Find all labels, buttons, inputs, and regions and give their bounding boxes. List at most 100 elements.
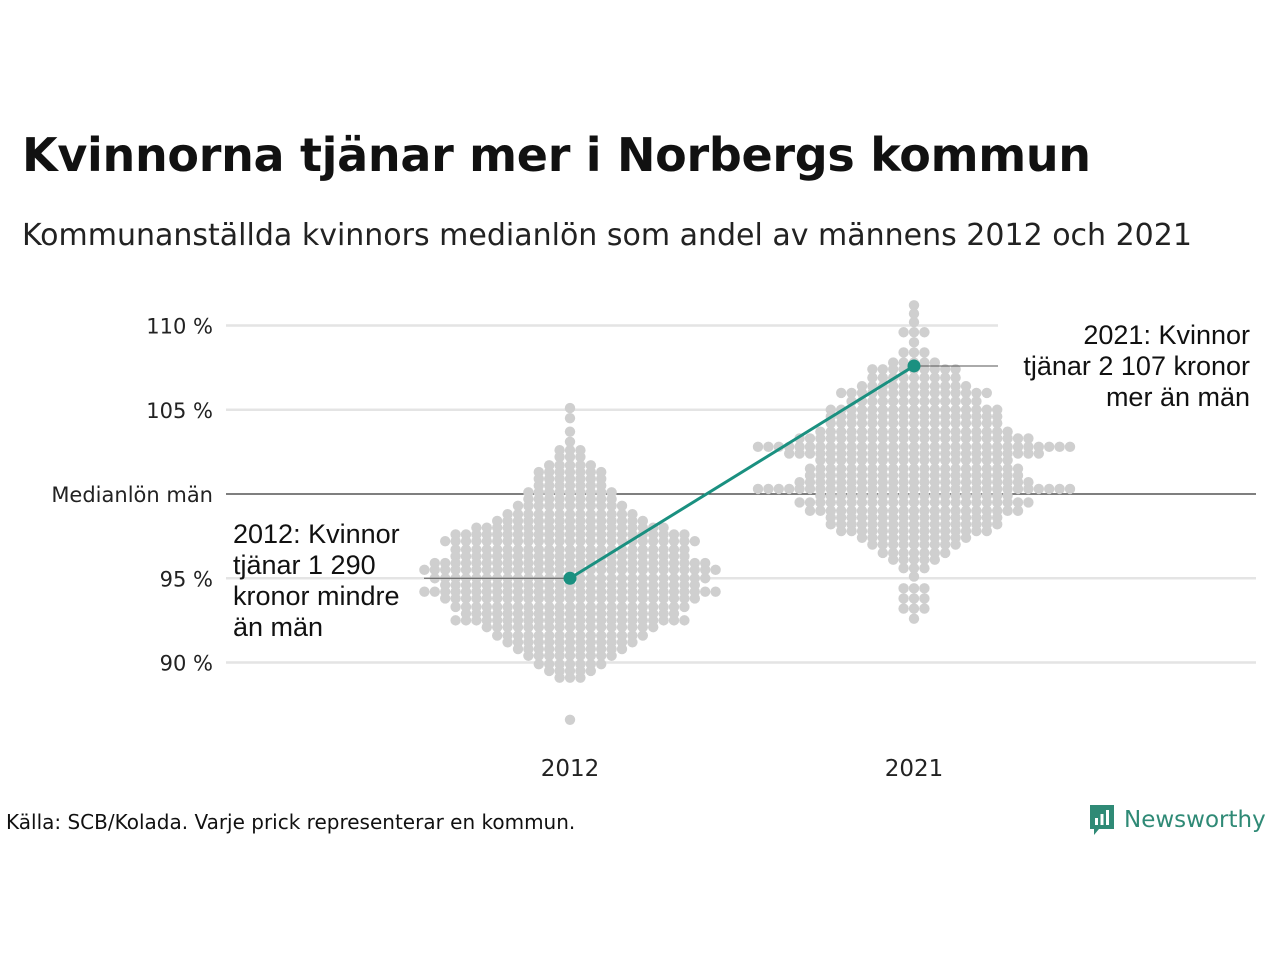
municipality-dot xyxy=(908,418,920,429)
municipality-dot xyxy=(710,586,721,597)
municipality-dot xyxy=(804,433,816,444)
chart-subtitle: Kommunanställda kvinnors medianlön som a… xyxy=(22,218,1192,253)
municipality-dot xyxy=(919,455,930,466)
municipality-dot xyxy=(940,497,951,508)
municipality-dot xyxy=(429,564,440,576)
municipality-dot xyxy=(888,539,899,550)
municipality-dot xyxy=(908,571,920,582)
municipality-dot xyxy=(929,364,940,375)
municipality-dot xyxy=(440,535,451,547)
municipality-dot xyxy=(502,593,513,604)
municipality-dot xyxy=(825,433,836,444)
municipality-dot xyxy=(492,621,503,633)
municipality-dot xyxy=(689,593,700,604)
municipality-dot xyxy=(940,418,951,429)
municipality-dot xyxy=(1064,441,1076,453)
municipality-dot xyxy=(700,564,711,576)
municipality-dot xyxy=(523,650,534,661)
municipality-dot xyxy=(585,535,596,547)
municipality-dot xyxy=(908,603,920,614)
municipality-dot xyxy=(898,396,909,407)
municipality-dot xyxy=(1023,497,1034,508)
municipality-dot xyxy=(575,650,586,661)
municipality-dot xyxy=(679,564,690,576)
municipality-dot xyxy=(919,593,930,604)
municipality-dot xyxy=(898,455,909,466)
municipality-dot xyxy=(971,497,982,508)
municipality-dot xyxy=(898,418,909,429)
municipality-dot xyxy=(1044,441,1055,453)
municipality-dot xyxy=(564,500,576,511)
municipality-dot xyxy=(648,564,659,576)
municipality-dot xyxy=(992,433,1003,444)
municipality-dot xyxy=(919,603,930,614)
municipality-dot xyxy=(992,455,1003,466)
municipality-dot xyxy=(960,532,972,544)
municipality-dot xyxy=(648,593,659,604)
municipality-dot xyxy=(929,455,940,466)
municipality-dot xyxy=(710,564,721,576)
municipality-dot xyxy=(585,593,596,604)
municipality-dot xyxy=(981,433,992,444)
annotation-2012-line: än män xyxy=(233,612,323,642)
municipality-dot xyxy=(502,621,513,633)
municipality-dot xyxy=(533,564,544,576)
annotation-2021-line: 2021: Kvinnor xyxy=(1083,320,1250,350)
municipality-dot xyxy=(460,564,472,576)
municipality-dot xyxy=(836,455,847,466)
brand[interactable]: Newsworthy xyxy=(1088,803,1266,837)
municipality-dot xyxy=(992,497,1003,508)
municipality-dot xyxy=(450,601,461,613)
municipality-dot xyxy=(668,593,680,604)
municipality-dot xyxy=(481,564,492,576)
municipality-dot xyxy=(929,539,940,550)
municipality-dot xyxy=(877,433,888,444)
municipality-dot xyxy=(450,535,461,547)
municipality-dot xyxy=(440,564,451,576)
municipality-dot xyxy=(929,372,940,383)
municipality-dot xyxy=(940,547,951,559)
municipality-dot xyxy=(637,593,648,604)
municipality-dot xyxy=(679,535,690,547)
municipality-dot xyxy=(523,564,534,576)
municipality-dot xyxy=(940,396,951,407)
highlight-line xyxy=(569,364,915,580)
municipality-dot xyxy=(1012,497,1024,508)
municipality-dot xyxy=(606,621,617,633)
municipality-dot xyxy=(867,418,878,429)
municipality-dot xyxy=(1002,433,1013,444)
municipality-dot xyxy=(1012,448,1024,459)
municipality-dot xyxy=(815,433,826,444)
municipality-dot xyxy=(481,621,492,633)
municipality-dot xyxy=(627,637,638,648)
municipality-dot xyxy=(950,387,961,399)
municipality-dot xyxy=(877,547,888,559)
municipality-dot xyxy=(867,497,878,508)
municipality-dot xyxy=(856,455,868,466)
highlight-point-2021 xyxy=(907,359,921,373)
municipality-dot xyxy=(460,615,472,626)
municipality-dot xyxy=(512,643,524,655)
municipality-dot xyxy=(585,500,596,511)
municipality-dot xyxy=(856,532,868,544)
municipality-dot xyxy=(950,364,961,375)
municipality-dot xyxy=(867,364,878,375)
municipality-dot xyxy=(846,497,857,508)
municipality-dot xyxy=(419,586,430,597)
municipality-dot xyxy=(888,387,899,399)
municipality-dot xyxy=(919,539,930,550)
municipality-dot xyxy=(606,593,617,604)
municipality-dot xyxy=(877,396,888,407)
source-note: Källa: SCB/Kolada. Varje prick represent… xyxy=(6,810,576,834)
municipality-dot xyxy=(908,613,920,624)
municipality-dot xyxy=(450,564,461,576)
municipality-dot xyxy=(523,500,534,511)
municipality-dot xyxy=(929,387,940,399)
municipality-dot xyxy=(846,418,857,429)
municipality-dot xyxy=(971,396,982,407)
municipality-dot xyxy=(668,535,680,547)
municipality-dot xyxy=(637,564,648,576)
municipality-dot xyxy=(564,714,576,725)
municipality-dot xyxy=(564,402,576,414)
municipality-dot xyxy=(898,497,909,508)
